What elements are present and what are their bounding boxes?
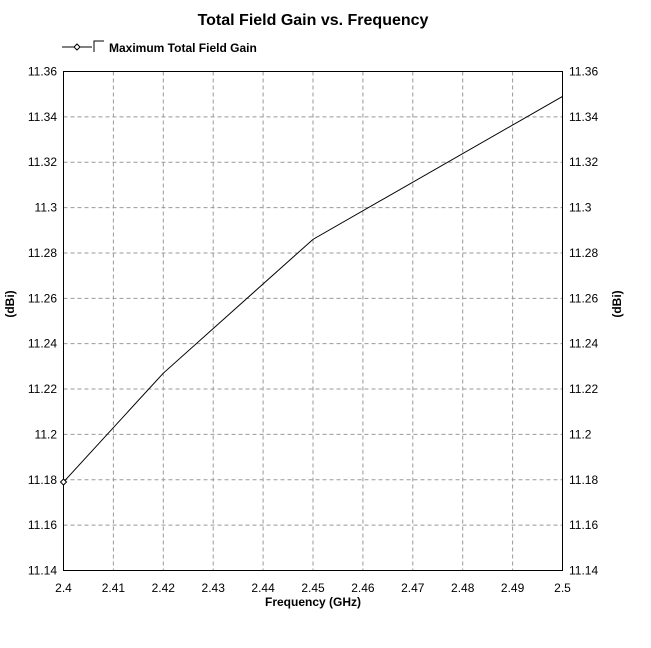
- y-tick-label-left: 11.2: [35, 427, 58, 441]
- y-tick-label-right: 11.16: [569, 518, 598, 532]
- y-tick-label-left: 11.18: [28, 473, 57, 487]
- x-axis-label: Frequency (GHz): [265, 595, 361, 609]
- x-tick-label: 2.44: [251, 581, 275, 595]
- y-tick-label-left: 11.34: [28, 110, 57, 124]
- x-tick-label: 2.41: [102, 581, 126, 595]
- y-axis-label-right: (dBi): [610, 290, 624, 317]
- y-tick-label-right: 11.22: [569, 382, 598, 396]
- y-axis-label-left: (dBi): [3, 290, 17, 317]
- y-tick-label-right: 11.34: [569, 110, 598, 124]
- plot-frame: [63, 71, 563, 571]
- x-tick-label: 2.45: [301, 581, 325, 595]
- x-tick-label: 2.42: [152, 581, 176, 595]
- legend-label: Maximum Total Field Gain: [109, 41, 257, 55]
- y-axis-right-ticks: 11.14 11.16 11.18 11.2 11.22 11.24 11.26 11.28 1…: [569, 65, 598, 578]
- y-axis-left-ticks: 11.14 11.16 11.18 11.2 11.22 11.24 11.26 11.28 1…: [28, 65, 57, 578]
- y-tick-label-right: 11.3: [569, 201, 592, 215]
- legend-marker-diamond: [73, 43, 81, 51]
- y-tick-label-right: 11.18: [569, 473, 598, 487]
- grid: [63, 71, 563, 571]
- chart-title: Total Field Gain vs. Frequency: [198, 12, 429, 29]
- data-point-marker: [59, 478, 68, 486]
- y-tick-label-left: 11.26: [28, 291, 57, 305]
- y-tick-label-right: 11.24: [569, 337, 598, 351]
- y-tick-label-left: 11.22: [28, 382, 57, 396]
- series-group: [59, 96, 563, 486]
- y-tick-label-left: 11.32: [28, 155, 57, 169]
- y-tick-label-right: 11.32: [569, 155, 598, 169]
- series-line: [63, 96, 563, 483]
- x-tick-label: 2.5: [554, 581, 571, 595]
- y-tick-label-left: 11.14: [28, 564, 57, 578]
- x-tick-label: 2.49: [501, 581, 525, 595]
- y-tick-label-left: 11.28: [28, 246, 57, 260]
- y-tick-label-right: 11.14: [569, 564, 598, 578]
- y-tick-label-left: 11.16: [28, 518, 57, 532]
- y-tick-label-left: 11.3: [35, 201, 58, 215]
- x-tick-label: 2.48: [451, 581, 475, 595]
- x-axis-ticks: 2.4 2.41 2.42 2.43 2.44 2.45 2.46 2.47 2.48 2.49 2…: [55, 581, 571, 595]
- x-tick-label: 2.46: [351, 581, 375, 595]
- legend-checkbox-icon: [93, 40, 104, 52]
- x-tick-label: 2.43: [202, 581, 226, 595]
- x-tick-label: 2.47: [401, 581, 425, 595]
- y-tick-label-right: 11.36: [569, 65, 598, 79]
- y-tick-label-left: 11.36: [28, 65, 57, 79]
- y-tick-label-right: 11.2: [569, 427, 592, 441]
- y-tick-label-right: 11.26: [569, 291, 598, 305]
- x-tick-label: 2.4: [55, 581, 72, 595]
- legend: Maximum Total Field Gain: [62, 40, 257, 55]
- y-tick-label-right: 11.28: [569, 246, 598, 260]
- y-tick-label-left: 11.24: [28, 337, 57, 351]
